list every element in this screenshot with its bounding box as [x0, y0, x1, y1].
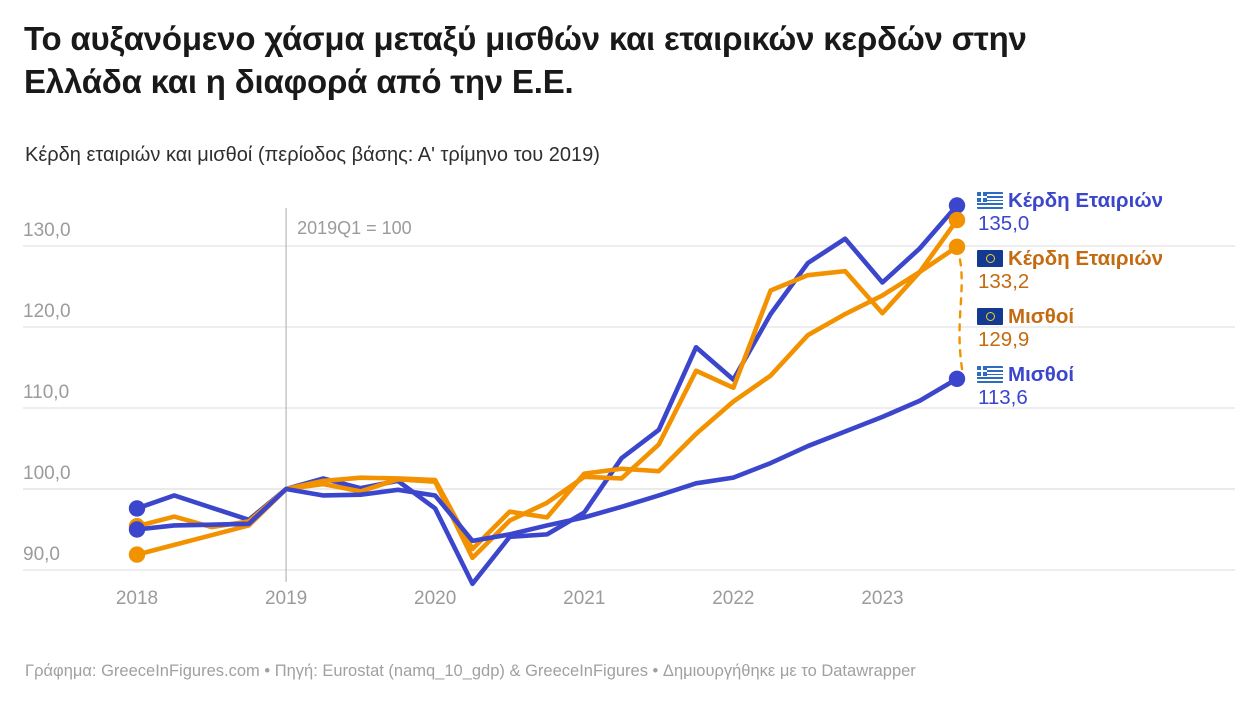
- legend-label: Κέρδη Εταιριών: [977, 189, 1164, 212]
- legend-series-value: 133,2: [978, 270, 1030, 294]
- series-endpoint-dot: [948, 197, 966, 214]
- y-axis-tick-label: 130,0: [23, 220, 71, 241]
- series-endpoint-dot: [948, 211, 966, 229]
- greece-flag-icon: [977, 192, 1003, 209]
- legend-item[interactable]: Μισθοί 129,9: [977, 305, 1075, 352]
- y-axis-tick-label: 120,0: [23, 301, 71, 322]
- chart-svg: [23, 197, 1235, 587]
- x-axis-tick-label: 2018: [115, 588, 159, 609]
- y-axis-tick-label: 100,0: [23, 463, 71, 484]
- y-axis-tick-label: 90,0: [23, 544, 60, 565]
- series-endpoint-dot: [948, 238, 966, 256]
- x-axis-tick-label: 2022: [712, 588, 755, 609]
- x-axis-tick-label: 2019: [264, 588, 308, 609]
- series-endpoint-dot: [948, 370, 966, 388]
- series-endpoint-dot: [128, 521, 146, 538]
- series-endpoint-dot: [128, 546, 146, 563]
- eu-flag-icon: [977, 250, 1003, 267]
- legend-label: Μισθοί: [977, 363, 1075, 386]
- page-title: Το αυξανόμενο χάσμα μεταξύ μισθών και ετ…: [24, 20, 1027, 100]
- x-axis-tick-label: 2020: [414, 588, 457, 609]
- line-chart: 90,0 100,0 110,0 120,0 130,0 2018 2019 2020 202…: [0, 189, 1240, 610]
- eu-flag-icon: [977, 308, 1003, 325]
- series-line: [134, 376, 960, 544]
- x-axis-tick-label: 2021: [563, 588, 606, 609]
- series-line: [134, 217, 960, 561]
- baseline-annotation: 2019Q1 = 100: [297, 218, 412, 238]
- page-subtitle: Κέρδη εταιριών και μισθοί (περίοδος βάση…: [25, 144, 600, 166]
- legend-item[interactable]: Κέρδη Εταιριών 133,2: [977, 247, 1164, 294]
- legend-label: Κέρδη Εταιριών: [977, 247, 1164, 270]
- legend-label: Μισθοί: [977, 305, 1075, 328]
- legend-series-value: 129,9: [978, 328, 1030, 352]
- x-axis-tick-label: 2023: [861, 588, 904, 609]
- legend-series-name: Κέρδη Εταιριών: [1008, 189, 1164, 212]
- greece-flag-icon: [977, 366, 1003, 383]
- chart-footer: Γράφημα: GreeceInFigures.com • Πηγή: Eur…: [25, 662, 916, 680]
- legend-series-value: 113,6: [978, 386, 1028, 410]
- legend-series-name: Κέρδη Εταιριών: [1008, 247, 1164, 270]
- legend-series-value: 135,0: [978, 212, 1030, 236]
- label-connector-line: [955, 245, 965, 377]
- legend-item[interactable]: Κέρδη Εταιριών 135,0: [977, 189, 1164, 236]
- series-endpoint-dot: [128, 500, 146, 517]
- legend-series-name: Μισθοί: [1008, 363, 1075, 386]
- y-axis-tick-label: 110,0: [23, 382, 70, 403]
- legend-series-name: Μισθοί: [1008, 305, 1075, 328]
- legend-item[interactable]: Μισθοί 113,6: [977, 363, 1075, 410]
